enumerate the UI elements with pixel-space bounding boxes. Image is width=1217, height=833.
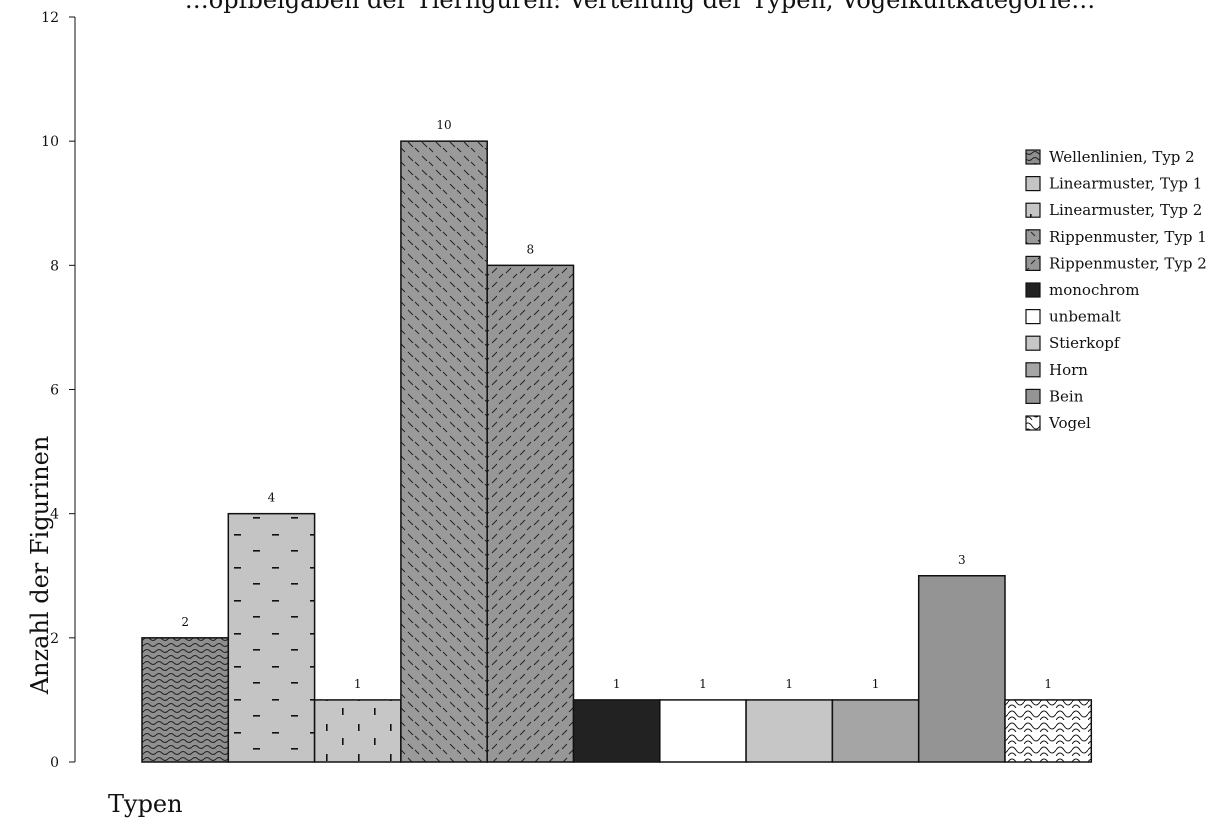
chart-title: …opfbeigaben der Tierfiguren: Verteilung…	[185, 0, 1095, 14]
y-tick-label: 8	[50, 258, 59, 274]
bar-11	[1004, 699, 1093, 763]
data-label: 1	[1044, 677, 1052, 691]
data-label: 1	[785, 677, 793, 691]
bar-2	[227, 512, 316, 763]
data-label: 8	[527, 242, 535, 256]
bar-4	[400, 140, 488, 763]
legend-swatch	[1025, 229, 1041, 245]
x-axis-title: Typen	[108, 790, 183, 818]
legend-swatch	[1025, 388, 1041, 404]
y-tick-label: 2	[50, 631, 59, 647]
legend-swatch	[1025, 335, 1041, 351]
legend-swatch	[1025, 282, 1041, 298]
data-label: 4	[268, 491, 276, 505]
y-tick-label: 6	[50, 383, 59, 399]
data-label: 3	[958, 553, 966, 567]
legend-swatch	[1025, 149, 1041, 165]
data-label: 1	[699, 677, 707, 691]
legend-item-label: Horn	[1049, 361, 1088, 379]
y-axis-title: Anzahl der Figurinen	[26, 436, 54, 696]
bar-7	[659, 699, 747, 763]
data-label: 2	[181, 615, 189, 629]
y-tick-label: 4	[50, 507, 59, 523]
legend-swatch	[1025, 202, 1041, 218]
legend-item-label: monochrom	[1049, 281, 1139, 299]
data-label: 1	[613, 677, 621, 691]
legend-item-label: Rippenmuster, Typ 1	[1049, 228, 1207, 246]
legend-item-label: Vogel	[1048, 414, 1091, 432]
legend-item-label: Stierkopf	[1049, 334, 1121, 352]
legend-swatch	[1025, 255, 1041, 271]
legend-swatch	[1025, 415, 1041, 431]
bar-9	[831, 699, 920, 763]
bar-8	[745, 699, 834, 763]
data-label: 1	[872, 677, 880, 691]
legend-item-label: Linearmuster, Typ 1	[1049, 175, 1202, 193]
bar-10	[917, 575, 1006, 763]
bar-6	[572, 699, 661, 763]
legend-item-label: unbemalt	[1049, 308, 1121, 326]
bar-5	[486, 264, 575, 763]
legend-swatch	[1025, 176, 1041, 192]
legend-item-label: Rippenmuster, Typ 2	[1049, 254, 1207, 272]
legend-swatch	[1025, 362, 1041, 378]
legend-item-label: Wellenlinien, Typ 2	[1049, 148, 1195, 166]
data-label: 10	[436, 118, 451, 132]
legend-item-label: Linearmuster, Typ 2	[1049, 201, 1202, 219]
data-label: 1	[354, 677, 362, 691]
legend-item-label: Bein	[1049, 387, 1084, 405]
legend-swatch	[1025, 309, 1041, 325]
y-tick-label: 10	[41, 134, 59, 150]
bar-1	[141, 637, 230, 763]
y-tick-label: 12	[41, 10, 59, 26]
bar-3	[313, 699, 402, 763]
y-tick-label: 0	[50, 755, 59, 771]
